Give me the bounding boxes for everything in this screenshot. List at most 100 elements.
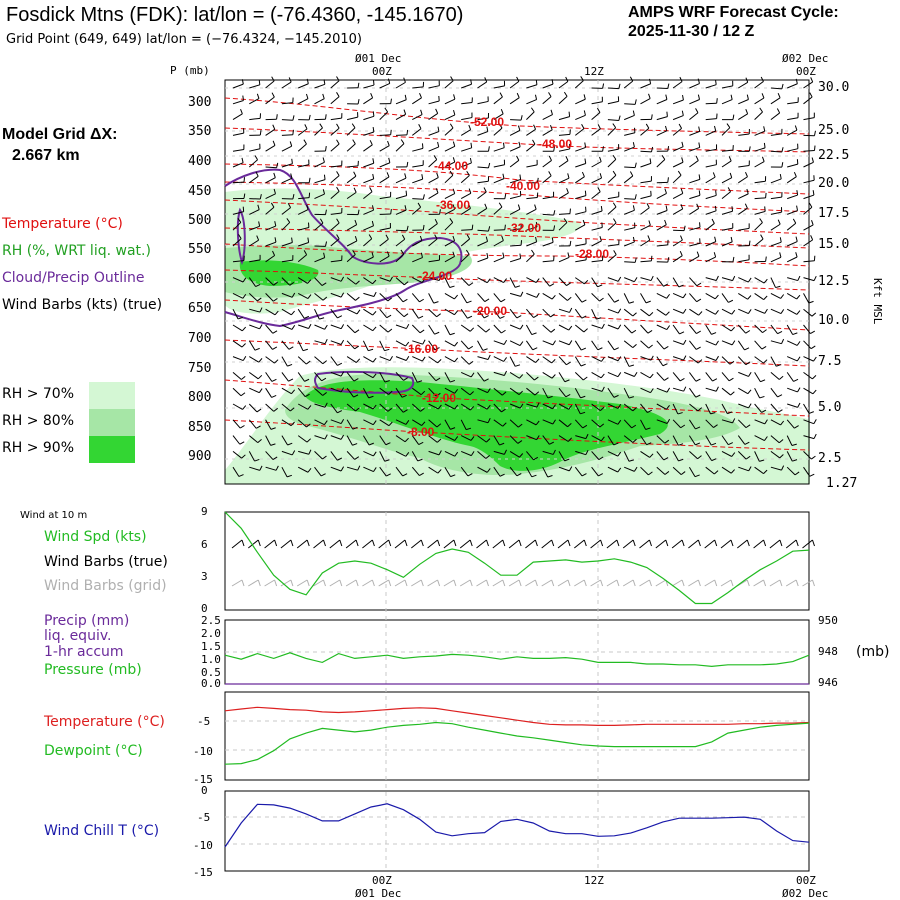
- wind-barb: [721, 80, 734, 89]
- wind-barb: [787, 402, 801, 408]
- surface-barb-true: [362, 539, 375, 549]
- wind-barb: [444, 435, 459, 441]
- wind-barb: [444, 157, 456, 168]
- wind-barb: [770, 128, 783, 136]
- wind-barb: [428, 209, 441, 215]
- wind-barb: [395, 387, 407, 398]
- wind-barb: [689, 222, 701, 231]
- wc-tick-0: 0: [201, 784, 208, 797]
- wind-barb: [265, 387, 277, 398]
- wind-barb: [689, 126, 701, 136]
- wspd-tick-9: 9: [201, 505, 208, 518]
- wind-barb: [379, 324, 393, 333]
- wind-barb: [395, 190, 408, 200]
- wind-barb: [510, 115, 523, 121]
- wind-barb: [787, 159, 799, 168]
- wind-barb: [297, 466, 312, 473]
- wind-barb: [412, 356, 426, 362]
- pres-tick-948: 948: [818, 645, 838, 658]
- wind-barb: [265, 237, 277, 247]
- wind-barb: [330, 308, 343, 319]
- wind-barb: [542, 449, 556, 455]
- wind-barb: [623, 171, 634, 184]
- temperature-label: Temperature (°C): [44, 714, 165, 730]
- wind-barb: [428, 275, 442, 281]
- wind-barb: [721, 172, 733, 184]
- wind-barb: [346, 171, 357, 184]
- wind-barb: [672, 372, 685, 382]
- wind-barb: [412, 339, 426, 345]
- wind-barb: [509, 435, 523, 444]
- wind-barb: [575, 450, 589, 456]
- wind-barb: [330, 171, 340, 184]
- surface-barb-true: [378, 539, 392, 549]
- wind-barb: [640, 419, 651, 430]
- surface-barb-true: [606, 539, 620, 549]
- isotherm-label-m24: -24.00: [418, 269, 453, 283]
- wind-barbs-true-label: Wind Barbs (true): [44, 554, 168, 570]
- wind-barb: [314, 241, 328, 247]
- wind-barb: [705, 386, 719, 392]
- wind-barb: [346, 372, 359, 382]
- wind-barb: [493, 339, 508, 346]
- wind-barb: [640, 293, 651, 304]
- wind-barb: [298, 78, 309, 89]
- wind-barb: [330, 276, 345, 282]
- wind-barb: [265, 172, 276, 184]
- wind-barb: [493, 202, 503, 215]
- wind-barb: [574, 356, 586, 367]
- wind-barb: [787, 205, 798, 215]
- wind-barb: [525, 324, 537, 336]
- wind-barb: [607, 276, 622, 282]
- wind-barb: [330, 139, 340, 152]
- wind-barb: [510, 240, 523, 247]
- wind-barb: [379, 234, 389, 247]
- wind-barb: [689, 277, 702, 287]
- wind-barb: [232, 308, 243, 320]
- wind-barb: [607, 356, 622, 362]
- wind-barb: [721, 450, 736, 457]
- wind-barb: [281, 308, 295, 316]
- wind-barb: [754, 76, 764, 89]
- wind-barb: [281, 387, 296, 395]
- wind-barb: [542, 356, 556, 364]
- temp-tick-m10: -10: [193, 745, 213, 758]
- wind-barb: [721, 340, 736, 346]
- wind-barb: [460, 188, 472, 200]
- wind-barb: [721, 466, 735, 474]
- wind-barb: [460, 340, 474, 350]
- wind-barb: [526, 222, 538, 231]
- wind-barb: [689, 340, 701, 350]
- wind-barb: [232, 177, 246, 184]
- wind-barb: [624, 222, 636, 231]
- wind-barb: [803, 130, 816, 137]
- wind-barb: [689, 155, 699, 168]
- wind-barb: [330, 186, 340, 199]
- wind-barb: [770, 252, 782, 263]
- wind-barb: [656, 239, 669, 247]
- wind-barb: [526, 419, 540, 426]
- wind-barb: [558, 403, 573, 410]
- surface-barb-true: [313, 539, 326, 549]
- wind-barb: [738, 254, 750, 263]
- wind-barb: [672, 141, 684, 152]
- isotherm-label-m12: -12.00: [422, 391, 457, 405]
- wind-barb: [330, 356, 343, 366]
- wind-barb: [640, 275, 654, 282]
- wind-barb: [297, 250, 308, 263]
- wind-barb: [363, 234, 373, 247]
- precip-label: Precip (mm): [44, 613, 130, 629]
- wind-barb: [493, 449, 507, 455]
- wind-barb: [738, 223, 750, 231]
- rh-shading: [225, 188, 810, 484]
- wind-barb: [297, 139, 307, 152]
- wind-barb: [461, 157, 472, 168]
- wind-barb: [411, 372, 423, 383]
- wind-barb: [721, 324, 736, 332]
- wind-speed-line: [224, 511, 810, 605]
- wind-barb: [542, 255, 555, 263]
- wind-barb: [542, 92, 552, 105]
- wind-barb: [493, 235, 504, 247]
- wind-barb: [656, 435, 670, 444]
- wind-barb: [428, 419, 442, 428]
